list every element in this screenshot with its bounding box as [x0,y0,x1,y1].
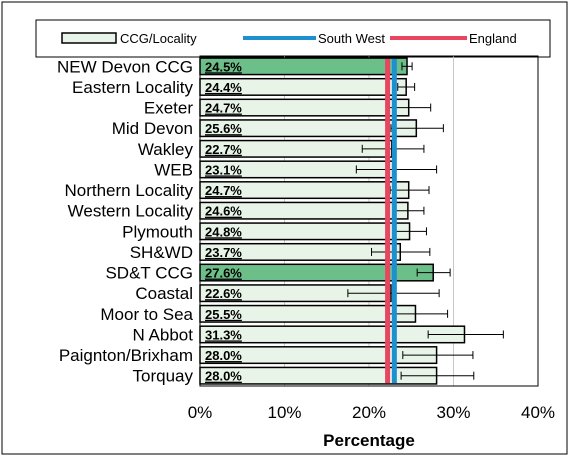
category-label: Northern Locality [64,181,193,200]
category-label: Paignton/Brixham [59,346,193,365]
legend-item-ccg: CCG/Locality [61,31,197,46]
bar-value-label: 25.6% [205,121,242,136]
legend-label-south-west: South West [318,31,385,46]
category-label: Exeter [144,99,193,118]
category-label: Wakley [138,140,194,159]
bar-value-label: 24.8% [205,224,242,239]
category-label: Mid Devon [112,119,193,138]
bar-value-label: 27.6% [205,266,242,281]
x-tick-label: 0% [188,403,213,422]
plot-area-frame [199,55,539,387]
bar-value-label: 25.5% [205,307,242,322]
legend-item-south-west: South West [243,31,385,46]
bar-value-label: 22.7% [205,142,242,157]
bar-value-label: 24.7% [205,101,242,116]
category-label: Torquay [133,367,194,386]
x-tick-label: 30% [436,403,470,422]
category-label: Moor to Sea [100,305,193,324]
category-label: Eastern Locality [72,78,193,97]
category-label: Plymouth [122,222,193,241]
category-label: NEW Devon CCG [57,57,193,76]
bar-value-label: 24.5% [205,59,242,74]
error-bars [347,62,504,380]
category-label: SD&T CCG [105,264,193,283]
x-tick-label: 40% [521,403,555,422]
category-label: N Abbot [133,325,194,344]
x-tick-label: 10% [267,403,301,422]
bar-value-label: 23.7% [205,245,242,260]
x-tick-label: 20% [352,403,386,422]
x-tick-labels: 0% 10% 20% 30% 40% [188,403,555,422]
bar-value-label: 24.7% [205,183,242,198]
bar-value-label: 23.1% [205,162,242,177]
reference-lines [385,59,397,383]
legend-swatch-ccg [61,32,117,44]
value-labels: 24.5% 24.4% 24.7% 25.6% 22.7% 23.1% 24.7% 24.6%… [205,59,242,383]
bar-value-label: 31.3% [205,327,242,342]
bar-value-label: 28.0% [205,348,242,363]
category-label: Coastal [135,284,193,303]
legend-label-ccg: CCG/Locality [120,31,197,46]
legend-item-england: England [390,31,517,46]
x-axis-title: Percentage [323,431,415,450]
bar-value-label: 24.4% [205,80,242,95]
bar-value-label: 22.6% [205,286,242,301]
category-label: Western Locality [68,202,194,221]
legend: CCG/Locality South West England [35,19,551,58]
legend-label-england: England [469,31,517,46]
bar-value-label: 28.0% [205,369,242,384]
category-label: WEB [154,160,193,179]
bar-value-label: 24.6% [205,204,242,219]
bars [199,57,466,385]
category-label: SH&WD [130,243,193,262]
